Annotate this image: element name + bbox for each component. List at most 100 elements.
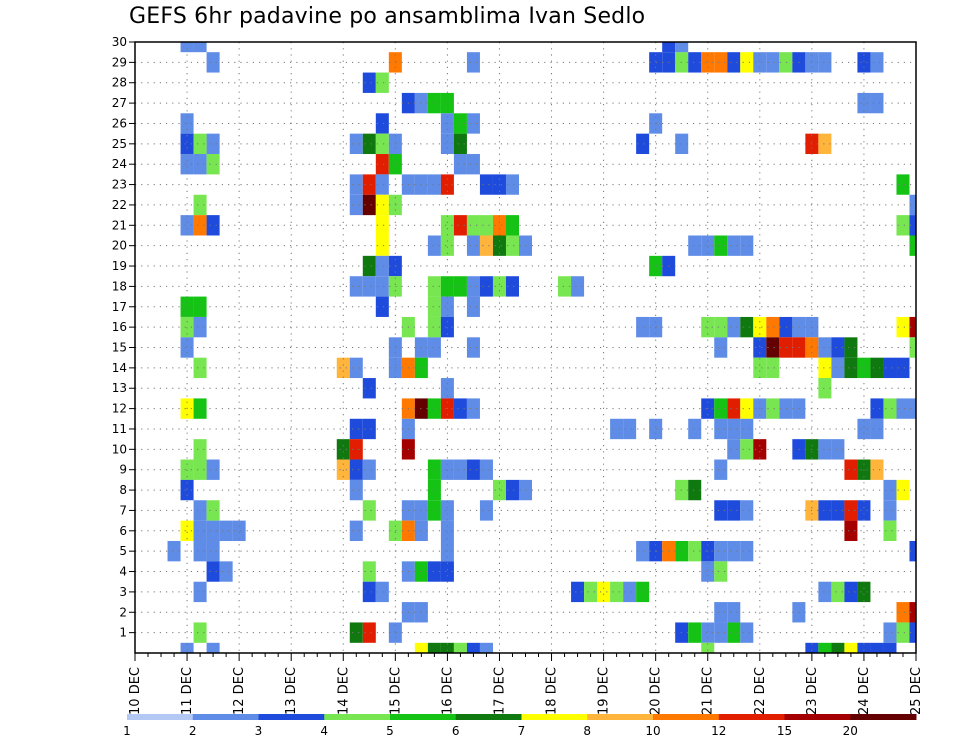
heatmap-cell: [193, 194, 207, 216]
heatmap-cell: [466, 459, 480, 480]
heatmap-cell: [440, 561, 454, 582]
heatmap-cell: [180, 520, 194, 541]
colorbar-segment: [521, 714, 588, 720]
y-tick-label: 15: [112, 341, 127, 355]
heatmap-cell: [492, 479, 506, 501]
colorbar-label: 15: [777, 724, 792, 738]
heatmap-cell: [193, 439, 207, 460]
heatmap-cell: [688, 622, 702, 643]
heatmap-cell: [779, 316, 793, 338]
heatmap-cell: [193, 459, 207, 480]
heatmap-cell: [453, 113, 467, 134]
heatmap-cell: [831, 642, 845, 653]
heatmap-cell: [362, 255, 376, 277]
heatmap-cell: [727, 622, 741, 643]
heatmap-cell: [805, 642, 819, 653]
heatmap-cell: [440, 459, 454, 480]
heatmap-cell: [180, 296, 194, 317]
heatmap-cell: [193, 520, 207, 541]
heatmap-cell: [453, 276, 467, 297]
heatmap-cell: [909, 316, 916, 338]
y-tick-label: 2: [119, 605, 127, 619]
x-tick-label: 13 DEC: [284, 667, 299, 715]
heatmap-cell: [714, 622, 728, 643]
heatmap-cell: [388, 520, 402, 541]
heatmap-cell: [375, 255, 389, 277]
y-tick-label: 18: [112, 279, 127, 293]
heatmap-cell: [714, 602, 728, 623]
x-axis: 10 DEC 11 DEC 12 DEC 13 DEC 14 DEC 15 DEC 16 D…: [128, 653, 924, 715]
heatmap-cell: [440, 520, 454, 541]
heatmap-cell: [180, 479, 194, 501]
heatmap-cell: [727, 316, 741, 338]
x-tick-label: 21 DEC: [701, 667, 716, 715]
heatmap-cell: [466, 276, 480, 297]
heatmap-cell: [740, 418, 754, 440]
heatmap-cell: [180, 133, 194, 155]
x-tick-label: 20 DEC: [649, 667, 664, 715]
heatmap-cell: [610, 418, 624, 440]
heatmap-cell: [896, 215, 910, 236]
heatmap-cell: [766, 316, 780, 338]
heatmap-cell: [388, 133, 402, 155]
heatmap-cell: [440, 316, 454, 338]
heatmap-cell: [362, 418, 376, 440]
heatmap-cell: [636, 133, 650, 155]
heatmap-cell: [727, 602, 741, 623]
heatmap-cell: [479, 276, 493, 297]
x-tick-label: 10 DEC: [128, 667, 143, 715]
y-tick-label: 16: [112, 320, 127, 334]
heatmap-cell: [714, 418, 728, 440]
heatmap-cell: [193, 296, 207, 317]
heatmap-cell: [193, 398, 207, 419]
heatmap-cell: [909, 540, 916, 562]
x-tick-label: 25 DEC: [909, 667, 924, 715]
heatmap-cell: [909, 398, 916, 419]
colorbar-segment: [258, 714, 325, 720]
heatmap-cell: [688, 479, 702, 501]
heatmap-cell: [479, 459, 493, 480]
heatmap-cell: [649, 52, 663, 73]
heatmap-cell: [193, 154, 207, 175]
heatmap-cell: [362, 500, 376, 521]
heatmap-cell: [857, 357, 871, 379]
heatmap-cell: [844, 337, 858, 358]
heatmap-cell: [727, 439, 741, 460]
colorbar-label: 20: [843, 724, 858, 738]
heatmap-cell: [453, 154, 467, 175]
heatmap-cell: [740, 52, 754, 73]
heatmap-cell: [818, 439, 832, 460]
y-tick-label: 28: [112, 76, 127, 90]
heatmap-cell: [714, 316, 728, 338]
heatmap-cell: [883, 479, 897, 501]
heatmap-cell: [440, 133, 454, 155]
heatmap-cell: [727, 500, 741, 521]
heatmap-cell: [870, 52, 884, 73]
heatmap-cell: [440, 215, 454, 236]
heatmap-cell: [505, 174, 519, 195]
heatmap-cell: [857, 581, 871, 603]
heatmap-cell: [375, 72, 389, 93]
heatmap-cell: [362, 72, 376, 93]
heatmap-cell: [714, 52, 728, 73]
heatmap-cell: [427, 174, 441, 195]
heatmap-cell: [571, 276, 585, 297]
heatmap-cell: [844, 642, 858, 653]
heatmap-cell: [518, 235, 533, 256]
heatmap-cell: [427, 459, 441, 480]
y-axis: 1234567891011121314151617181920212223242…: [112, 35, 135, 640]
y-tick-label: 3: [119, 585, 127, 599]
heatmap-cell: [349, 479, 363, 501]
x-tick-label: 22 DEC: [753, 667, 768, 715]
x-tick-label: 18 DEC: [545, 667, 560, 715]
y-tick-label: 20: [112, 239, 127, 253]
x-tick-label: 23 DEC: [805, 667, 820, 715]
y-tick-label: 6: [119, 524, 127, 538]
heatmap-cell: [440, 378, 454, 399]
heatmap-cell: [779, 398, 793, 419]
heatmap-cell: [896, 622, 910, 643]
heatmap-cell: [518, 479, 533, 501]
heatmap-cell: [427, 561, 441, 582]
heatmap-cell: [740, 235, 754, 256]
y-tick-label: 17: [112, 300, 127, 314]
